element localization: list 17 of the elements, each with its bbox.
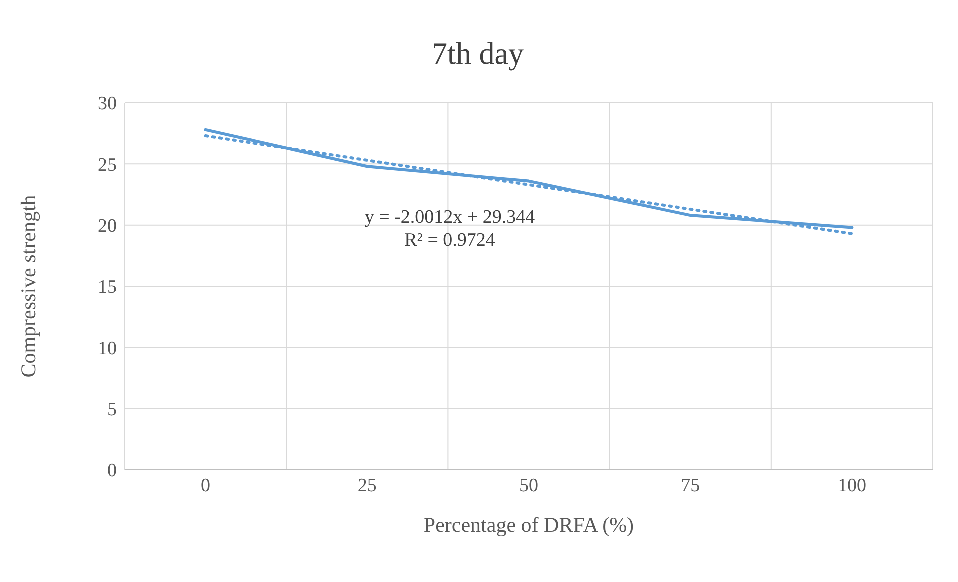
- x-tick-label: 0: [201, 475, 211, 496]
- x-tick-label: 50: [520, 475, 538, 496]
- y-tick-label: 15: [98, 277, 117, 298]
- x-tick-label: 100: [838, 475, 866, 496]
- annotation: y = -2.0012x + 29.344: [364, 206, 536, 229]
- x-tick-label: 25: [358, 475, 377, 496]
- y-tick-label: 30: [98, 94, 117, 115]
- x-tick-label: 75: [681, 475, 700, 496]
- y-tick-label: 25: [98, 154, 117, 176]
- y-tick-label: 20: [98, 216, 117, 238]
- y-tick-label: 0: [108, 460, 117, 482]
- y-tick-label: 5: [108, 400, 117, 421]
- y-axis-title: Compressive strength: [16, 194, 40, 378]
- y-tick-label: 10: [98, 338, 117, 360]
- annotation: R² = 0.9724: [404, 229, 496, 252]
- x-axis-title: Percentage of DRFA (%): [424, 513, 634, 537]
- chart-title: 7th day: [430, 36, 526, 72]
